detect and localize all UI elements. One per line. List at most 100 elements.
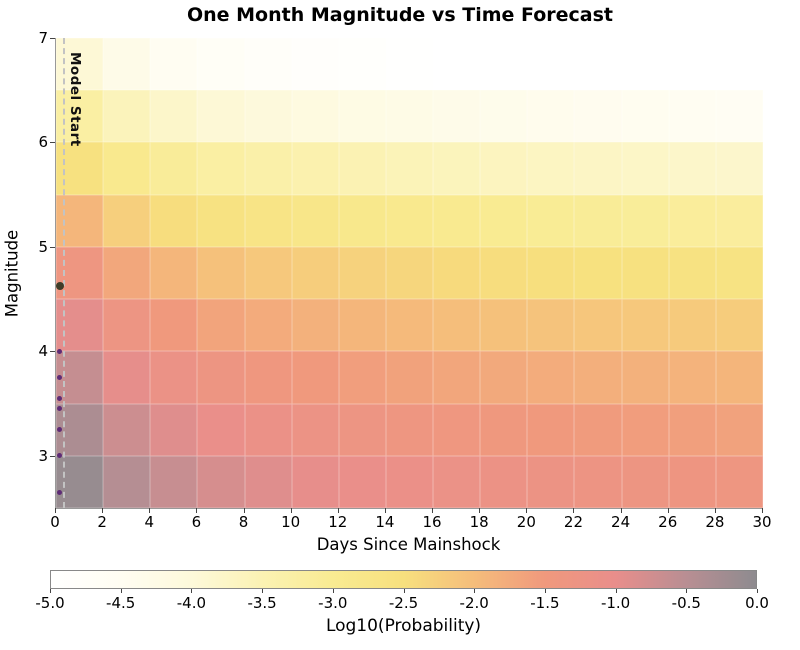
heatmap-cell — [291, 246, 339, 300]
x-tick-label: 18 — [469, 513, 489, 531]
heatmap-cell — [527, 299, 575, 352]
heatmap-cell — [668, 455, 716, 508]
y-tick-label: 7 — [38, 29, 48, 47]
aftershock-dot — [57, 489, 63, 495]
heatmap-cell — [480, 403, 528, 456]
heatmap-cell — [291, 351, 339, 404]
x-tick-mark — [667, 508, 669, 513]
colorbar-tick-label: -4.5 — [106, 594, 136, 612]
heatmap-cell — [715, 38, 763, 91]
heatmap-cell — [103, 403, 151, 456]
heatmap-cell — [338, 194, 386, 247]
heatmap-cell — [244, 246, 292, 300]
heatmap-cell — [150, 246, 198, 300]
x-tick-mark — [432, 508, 434, 513]
x-tick-mark — [290, 508, 292, 513]
x-tick-mark — [55, 508, 56, 513]
heatmap-cell — [385, 194, 434, 247]
heatmap-cell — [338, 90, 386, 143]
x-tick-label: 16 — [422, 513, 442, 531]
heatmap-cell — [385, 351, 434, 404]
plot-area: Model Start — [55, 38, 763, 509]
heatmap-cell — [621, 38, 669, 91]
x-tick-label: 24 — [611, 513, 631, 531]
colorbar-tick-label: -3.0 — [318, 594, 348, 612]
heatmap-cell — [527, 455, 575, 508]
heatmap-cell — [433, 142, 481, 195]
x-tick-mark — [149, 508, 151, 513]
x-tick-mark — [384, 508, 386, 513]
x-tick-label: 2 — [97, 513, 107, 531]
x-tick-mark — [714, 508, 716, 513]
colorbar-tick-label: -3.5 — [247, 594, 277, 612]
heatmap-cell — [103, 246, 151, 300]
heatmap-cell — [244, 194, 292, 247]
x-tick-mark — [337, 508, 339, 513]
aftershock-dot — [57, 348, 63, 354]
heatmap-cell — [385, 246, 434, 300]
heatmap-cell — [338, 142, 386, 195]
heatmap-cell — [150, 351, 198, 404]
x-tick-label: 26 — [658, 513, 678, 531]
heatmap-cell — [480, 142, 528, 195]
heatmap-cell — [103, 455, 151, 508]
colorbar-tick-mark — [757, 589, 758, 593]
heatmap-cell — [197, 194, 245, 247]
heatmap-cell — [433, 246, 481, 300]
heatmap-cell — [668, 90, 716, 143]
heatmap-cell — [527, 351, 575, 404]
heatmap-cell — [197, 403, 245, 456]
colorbar-tick-label: 0.0 — [745, 594, 769, 612]
x-tick-label: 6 — [191, 513, 202, 531]
heatmap-cell — [527, 246, 575, 300]
colorbar — [50, 570, 757, 589]
heatmap-cell — [433, 38, 481, 91]
colorbar-tick-mark — [50, 589, 51, 593]
y-tick-label: 6 — [38, 133, 48, 152]
x-tick-label: 10 — [281, 513, 301, 531]
heatmap-cell — [574, 194, 622, 247]
heatmap-cell — [150, 299, 198, 352]
aftershock-dot — [57, 406, 63, 412]
heatmap-cell — [103, 38, 151, 91]
heatmap-cell — [621, 246, 669, 300]
colorbar-tick-label: -2.0 — [459, 594, 489, 612]
heatmap-cell — [715, 455, 763, 508]
x-tick-mark — [526, 508, 528, 513]
model-start-line — [63, 38, 66, 508]
heatmap-cell — [668, 351, 716, 404]
model-start-label: Model Start — [67, 52, 84, 147]
heatmap-cell — [574, 246, 622, 300]
heatmap-cell — [621, 455, 669, 508]
x-tick-mark — [762, 508, 763, 513]
heatmap-cell — [103, 142, 151, 195]
heatmap-cell — [715, 194, 763, 247]
heatmap-cell — [150, 403, 198, 456]
x-tick-mark — [243, 508, 245, 513]
heatmap-cell — [574, 38, 622, 91]
heatmap-cell — [244, 38, 292, 91]
colorbar-tick-mark — [686, 589, 688, 593]
heatmap-cell — [668, 403, 716, 456]
x-tick-label: 12 — [328, 513, 348, 531]
heatmap-cell — [338, 351, 386, 404]
heatmap-cell — [668, 299, 716, 352]
colorbar-tick-mark — [262, 589, 264, 593]
aftershock-dot — [57, 374, 63, 380]
heatmap-cell — [574, 403, 622, 456]
heatmap-cell — [197, 455, 245, 508]
heatmap-cell — [291, 299, 339, 352]
heatmap-cell — [103, 351, 151, 404]
heatmap-cell — [715, 142, 763, 195]
heatmap-cell — [385, 142, 434, 195]
x-tick-label: 28 — [705, 513, 725, 531]
x-tick-mark — [573, 508, 575, 513]
heatmap-cell — [150, 455, 198, 508]
heatmap-cell — [244, 403, 292, 456]
heatmap-cell — [103, 194, 151, 247]
colorbar-tick-label: -2.5 — [388, 594, 419, 612]
heatmap-cell — [103, 90, 151, 143]
heatmap-cell — [244, 299, 292, 352]
heatmap-cell — [197, 38, 245, 91]
